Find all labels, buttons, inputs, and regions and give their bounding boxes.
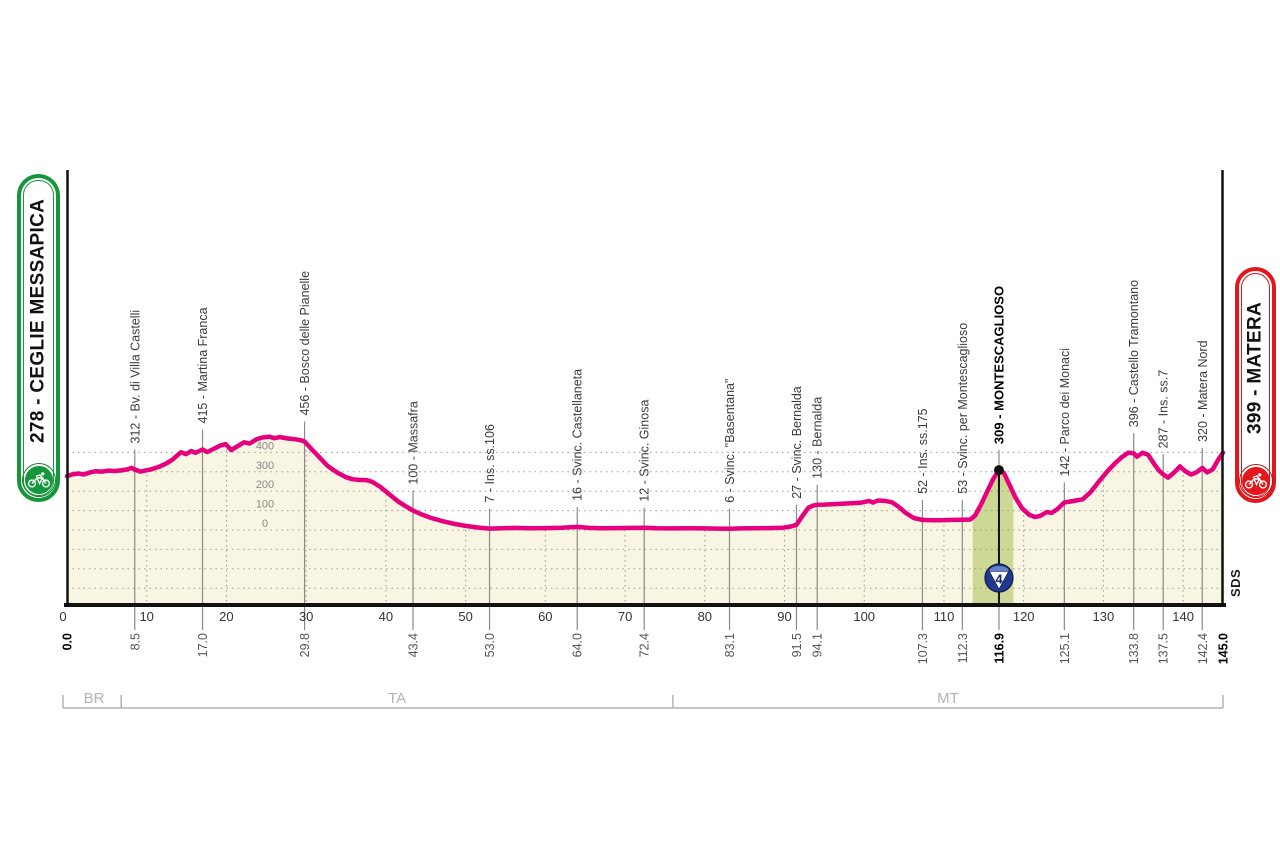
start-banner-label: 278 - CEGLIE MESSAPICA (27, 198, 49, 444)
climb-category-number: 4 (995, 572, 1003, 587)
province-label: TA (388, 690, 406, 707)
svg-text:30: 30 (299, 609, 313, 624)
svg-text:130: 130 (1093, 609, 1115, 624)
svg-text:125.1: 125.1 (1058, 633, 1072, 664)
svg-text:0.0: 0.0 (61, 633, 75, 650)
svg-text:50: 50 (458, 609, 472, 624)
finish-banner: 399 - MATERA (1235, 267, 1276, 503)
waypoint-label: 396 - Castello Tramontano (1127, 280, 1141, 427)
waypoint-label: 7 - Ins. ss.106 (483, 424, 497, 503)
svg-text:70: 70 (618, 609, 632, 624)
waypoint-label: 130 - Bernalda (811, 397, 825, 479)
waypoint-label: 16 - Svinc. Castellaneta (571, 369, 585, 501)
svg-text:94.1: 94.1 (811, 633, 825, 657)
svg-text:200: 200 (256, 479, 274, 491)
waypoint-label: 320 - Matera Nord (1196, 340, 1210, 441)
svg-text:90: 90 (777, 609, 791, 624)
waypoint-label: 456 - Bosco delle Pianelle (298, 271, 312, 416)
svg-text:133.8: 133.8 (1127, 633, 1141, 664)
waypoint-label: 415 - Martina Franca (196, 307, 210, 423)
start-banner: 278 - CEGLIE MESSAPICA (17, 174, 60, 502)
svg-text:17.0: 17.0 (196, 633, 210, 657)
waypoint-label: 142 - Parco dei Monaci (1058, 348, 1072, 477)
svg-text:112.3: 112.3 (956, 633, 970, 663)
svg-text:145.0: 145.0 (1217, 633, 1231, 664)
elevation-fill (67, 436, 1223, 603)
km-axis-labels: 0 10 20 30 40 50 60 70 80 90 100 110 120 130 140 (59, 609, 1194, 624)
svg-text:8.5: 8.5 (128, 633, 142, 650)
waypoint-labels: 312 - Bv. di Villa Castelli 415 - Martina… (128, 271, 1210, 503)
profile-line (64, 434, 1226, 532)
start-cyclist-icon (22, 464, 55, 496)
svg-text:72.4: 72.4 (638, 633, 652, 657)
svg-text:64.0: 64.0 (571, 633, 585, 657)
svg-text:0: 0 (262, 518, 268, 530)
svg-text:43.4: 43.4 (407, 633, 421, 657)
province-bracket: BR TA MT (62, 690, 1224, 709)
svg-text:107.3: 107.3 (916, 633, 930, 664)
elevation-scale: 400 300 200 100 0 (256, 440, 274, 530)
svg-text:120: 120 (1013, 609, 1035, 624)
svg-text:91.5: 91.5 (790, 633, 804, 657)
svg-text:10: 10 (139, 609, 153, 624)
province-label: BR (84, 690, 105, 707)
svg-text:29.8: 29.8 (298, 633, 312, 657)
waypoint-label: 12 - Svinc. Ginosa (638, 400, 652, 502)
svg-text:0: 0 (59, 609, 66, 624)
svg-text:137.5: 137.5 (1157, 633, 1171, 664)
svg-text:60: 60 (538, 609, 552, 624)
waypoint-km-labels: 0.0 8.5 17.0 29.8 43.4 53.0 64.0 72.4 83.1 91.5 94… (61, 633, 1231, 664)
svg-text:40: 40 (379, 609, 393, 624)
sds-label: SDS (1228, 569, 1243, 597)
waypoint-label: 52 - Ins. ss.175 (916, 408, 930, 494)
svg-text:110: 110 (934, 609, 955, 624)
horizontal-gridlines (67, 451, 1223, 589)
finish-banner-label: 399 - MATERA (1244, 301, 1266, 435)
waypoint-label: 6 - Svinc. "Basentana" (723, 379, 737, 503)
svg-text:400: 400 (256, 440, 274, 452)
svg-text:116.9: 116.9 (993, 633, 1007, 664)
waypoint-label: 309 - MONTESCAGLIOSO (992, 286, 1007, 444)
category-4-climb-marker: 4 (984, 465, 1014, 603)
svg-text:300: 300 (256, 460, 274, 472)
svg-text:142.4: 142.4 (1196, 633, 1210, 664)
svg-text:80: 80 (698, 609, 712, 624)
svg-text:83.1: 83.1 (723, 633, 737, 657)
province-label: MT (937, 690, 959, 707)
waypoint-label: 287 - Ins. ss.7 (1157, 370, 1171, 449)
svg-text:100: 100 (256, 499, 274, 511)
svg-text:140: 140 (1172, 609, 1194, 624)
svg-text:20: 20 (219, 609, 233, 624)
finish-cyclist-icon (1239, 465, 1272, 497)
waypoint-label: 100 - Massafra (407, 401, 421, 484)
svg-text:100: 100 (853, 609, 875, 624)
waypoint-label: 312 - Bv. di Villa Castelli (128, 310, 142, 444)
svg-text:53.0: 53.0 (483, 633, 497, 657)
waypoint-label: 27 - Svinc. Bernalda (790, 386, 804, 499)
waypoint-label: 53 - Svinc. per Montescaglioso (956, 323, 970, 494)
